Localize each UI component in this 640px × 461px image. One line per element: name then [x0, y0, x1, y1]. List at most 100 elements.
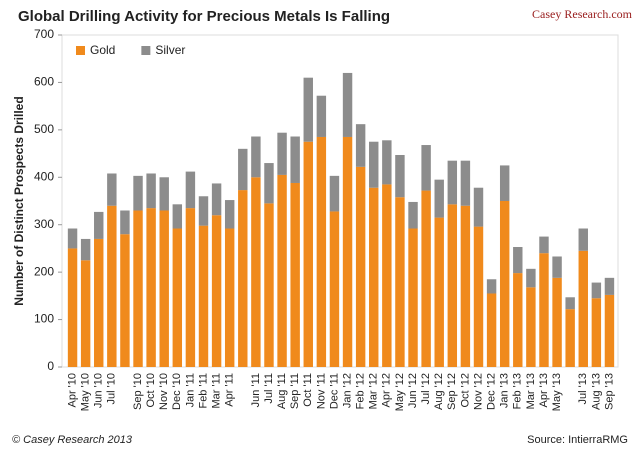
- chart-title: Global Drilling Activity for Precious Me…: [18, 8, 390, 25]
- x-tick-label: Aug '13: [590, 373, 602, 410]
- bar-segment: [107, 173, 117, 206]
- bar-segment: [434, 179, 444, 218]
- bar-segment: [146, 173, 156, 209]
- bar-segment: [460, 160, 471, 206]
- x-tick-label: Apr '11: [224, 373, 236, 407]
- x-tick-label: Nov '10: [158, 373, 170, 410]
- bar-segment: [395, 154, 405, 198]
- bar-segment: [120, 234, 130, 367]
- x-tick-label: Sep '11: [289, 373, 301, 409]
- x-tick-label: Jun '11: [250, 373, 262, 407]
- bar-segment: [434, 217, 444, 367]
- y-tick-label: 0: [47, 359, 54, 373]
- brand: Casey Research.com: [532, 7, 633, 21]
- bar-segment: [342, 136, 353, 367]
- plot-area: [61, 34, 619, 368]
- bar-segment: [67, 248, 78, 367]
- bar-segment: [277, 174, 287, 367]
- x-tick-label: Dec '12: [486, 373, 498, 410]
- bar-segment: [251, 177, 261, 367]
- bar-segment: [473, 187, 484, 227]
- bar-segment: [486, 293, 497, 367]
- bar-segment: [172, 228, 183, 367]
- bar-segment: [565, 297, 575, 310]
- x-tick-label: Feb '12: [355, 373, 367, 409]
- y-tick-label: 400: [34, 169, 54, 183]
- bar-segment: [224, 200, 235, 229]
- bar-segment: [80, 260, 91, 367]
- bar-segment: [604, 277, 615, 295]
- x-tick-label: Apr '12: [381, 373, 393, 408]
- bar-segment: [277, 132, 287, 175]
- x-tick-label: Sep '10: [132, 373, 144, 410]
- y-tick-label: 600: [34, 75, 54, 89]
- bar-segment: [172, 204, 183, 229]
- bar-segment: [408, 201, 418, 229]
- x-tick-label: Mar '13: [525, 373, 537, 409]
- x-tick-label: Jul '10: [106, 373, 118, 404]
- bar-segment: [133, 175, 143, 211]
- bar-segment: [159, 210, 169, 367]
- x-tick-label: Jan '11: [184, 373, 196, 407]
- x-tick-label: Nov '12: [472, 373, 484, 410]
- bar-segment: [355, 166, 366, 367]
- bar-segment: [355, 124, 366, 167]
- y-tick-label: 200: [34, 264, 54, 278]
- copyright: © Casey Research 2013: [12, 434, 133, 446]
- bar-segment: [67, 228, 78, 249]
- y-axis-label: Number of Distinct Prospects Drilled: [12, 96, 26, 305]
- x-tick-label: Dec '10: [171, 373, 183, 410]
- bar-segment: [460, 205, 471, 367]
- x-tick-label: Dec '11: [328, 373, 340, 409]
- x-tick-label: Apr '10: [66, 373, 78, 408]
- bar-segment: [421, 145, 431, 191]
- bar-segment: [526, 268, 536, 288]
- y-tick-label: 700: [34, 27, 54, 41]
- x-tick-label: Aug '11: [276, 373, 288, 409]
- bar-segment: [94, 238, 104, 367]
- bar-segment: [395, 197, 405, 367]
- bar-segment: [329, 175, 340, 212]
- bar-segment: [421, 190, 431, 367]
- bar-segment: [513, 247, 523, 274]
- x-tick-label: Sep '13: [603, 373, 615, 410]
- bar-segment: [251, 136, 261, 178]
- bar-segment: [499, 201, 510, 367]
- bar-segment: [264, 163, 274, 204]
- x-tick-label: Sep '12: [446, 373, 458, 410]
- bar-segment: [303, 141, 313, 367]
- bar-segment: [290, 182, 300, 367]
- x-tick-label: May '12: [394, 373, 406, 411]
- x-tick-label: Jan '13: [499, 373, 511, 408]
- bar-segment: [578, 228, 588, 251]
- bar-segment: [578, 250, 588, 367]
- bar-segment: [133, 210, 143, 367]
- x-tick-label: May '10: [80, 373, 92, 411]
- bar-segment: [408, 228, 418, 367]
- bar-segment: [382, 184, 392, 367]
- x-tick-label: Mar '12: [368, 373, 380, 409]
- bar-segment: [159, 177, 169, 211]
- y-tick-label: 500: [34, 122, 54, 136]
- x-tick-label: Feb '13: [512, 373, 524, 409]
- y-tick-label: 300: [34, 217, 54, 231]
- bar-segment: [303, 77, 313, 142]
- x-tick-label: Jun '10: [93, 373, 105, 408]
- legend-label: Silver: [155, 43, 185, 57]
- bar-segment: [369, 187, 379, 367]
- bar-segment: [224, 228, 235, 367]
- bar-segment: [120, 210, 130, 235]
- bar-segment: [499, 165, 510, 201]
- bar-segment: [604, 294, 615, 367]
- bar-segment: [238, 190, 248, 367]
- bar-segment: [211, 183, 222, 216]
- x-tick-label: Mar '11: [211, 373, 223, 409]
- bar-segment: [264, 203, 274, 367]
- bar-segment: [447, 160, 458, 205]
- bar-segment: [565, 309, 575, 367]
- bar-segment: [211, 215, 222, 367]
- x-tick-label: Feb '11: [197, 373, 209, 409]
- bar-segment: [290, 136, 300, 183]
- legend-label: Gold: [90, 43, 115, 57]
- legend-swatch: [76, 46, 85, 55]
